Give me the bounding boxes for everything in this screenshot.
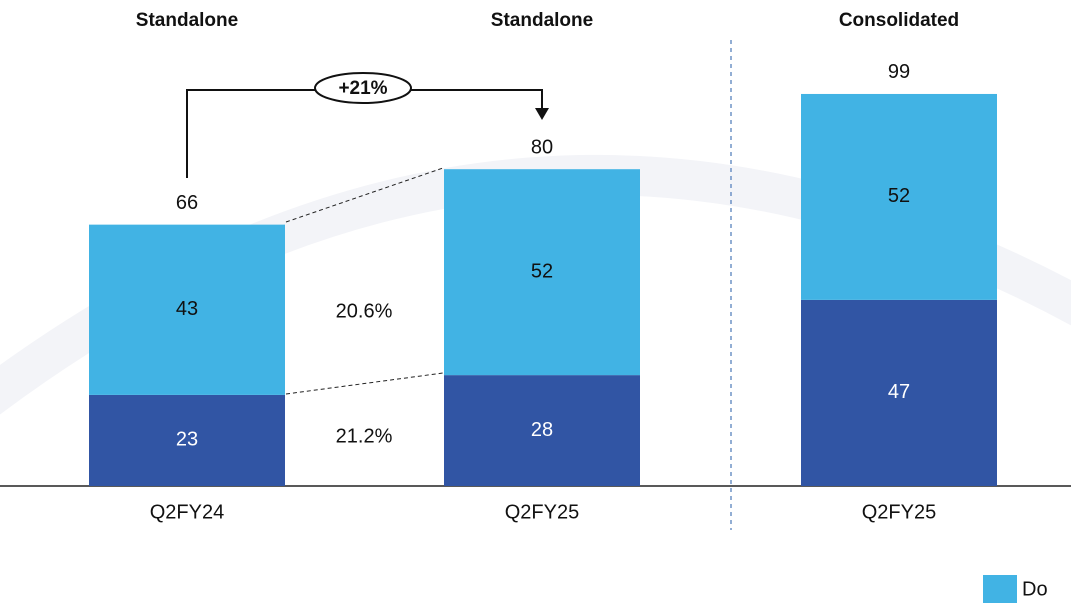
arrow-head bbox=[535, 108, 549, 120]
total-label: 99 bbox=[888, 61, 910, 83]
x-tick-label: Q2FY25 bbox=[505, 501, 579, 523]
bar-segment bbox=[801, 299, 997, 486]
value-label: 52 bbox=[888, 185, 910, 207]
total-label: 66 bbox=[176, 192, 198, 214]
bar-segment bbox=[801, 93, 997, 300]
value-label: 47 bbox=[888, 381, 910, 403]
value-label: 23 bbox=[176, 429, 198, 451]
total-label: 80 bbox=[531, 136, 553, 158]
group-label: Consolidated bbox=[839, 10, 959, 31]
bar-segment bbox=[444, 169, 640, 376]
bar-segment bbox=[444, 375, 640, 486]
x-tick-label: Q2FY24 bbox=[150, 501, 224, 523]
growth-total: +21% bbox=[338, 78, 387, 99]
x-tick-label: Q2FY25 bbox=[862, 501, 936, 523]
value-label: 52 bbox=[531, 260, 553, 282]
growth-badge bbox=[314, 72, 412, 104]
growth-bottom: 21.2% bbox=[336, 425, 393, 447]
value-label: 28 bbox=[531, 419, 553, 441]
bar-segment bbox=[89, 394, 285, 486]
group-label: Standalone bbox=[491, 10, 593, 31]
value-label: 43 bbox=[176, 298, 198, 320]
connector bbox=[285, 372, 444, 395]
growth-top: 20.6% bbox=[336, 300, 393, 322]
legend-swatch bbox=[983, 575, 1017, 603]
bar-segment bbox=[89, 224, 285, 395]
group-label: Standalone bbox=[136, 10, 238, 31]
legend-label: Do bbox=[1022, 578, 1048, 600]
